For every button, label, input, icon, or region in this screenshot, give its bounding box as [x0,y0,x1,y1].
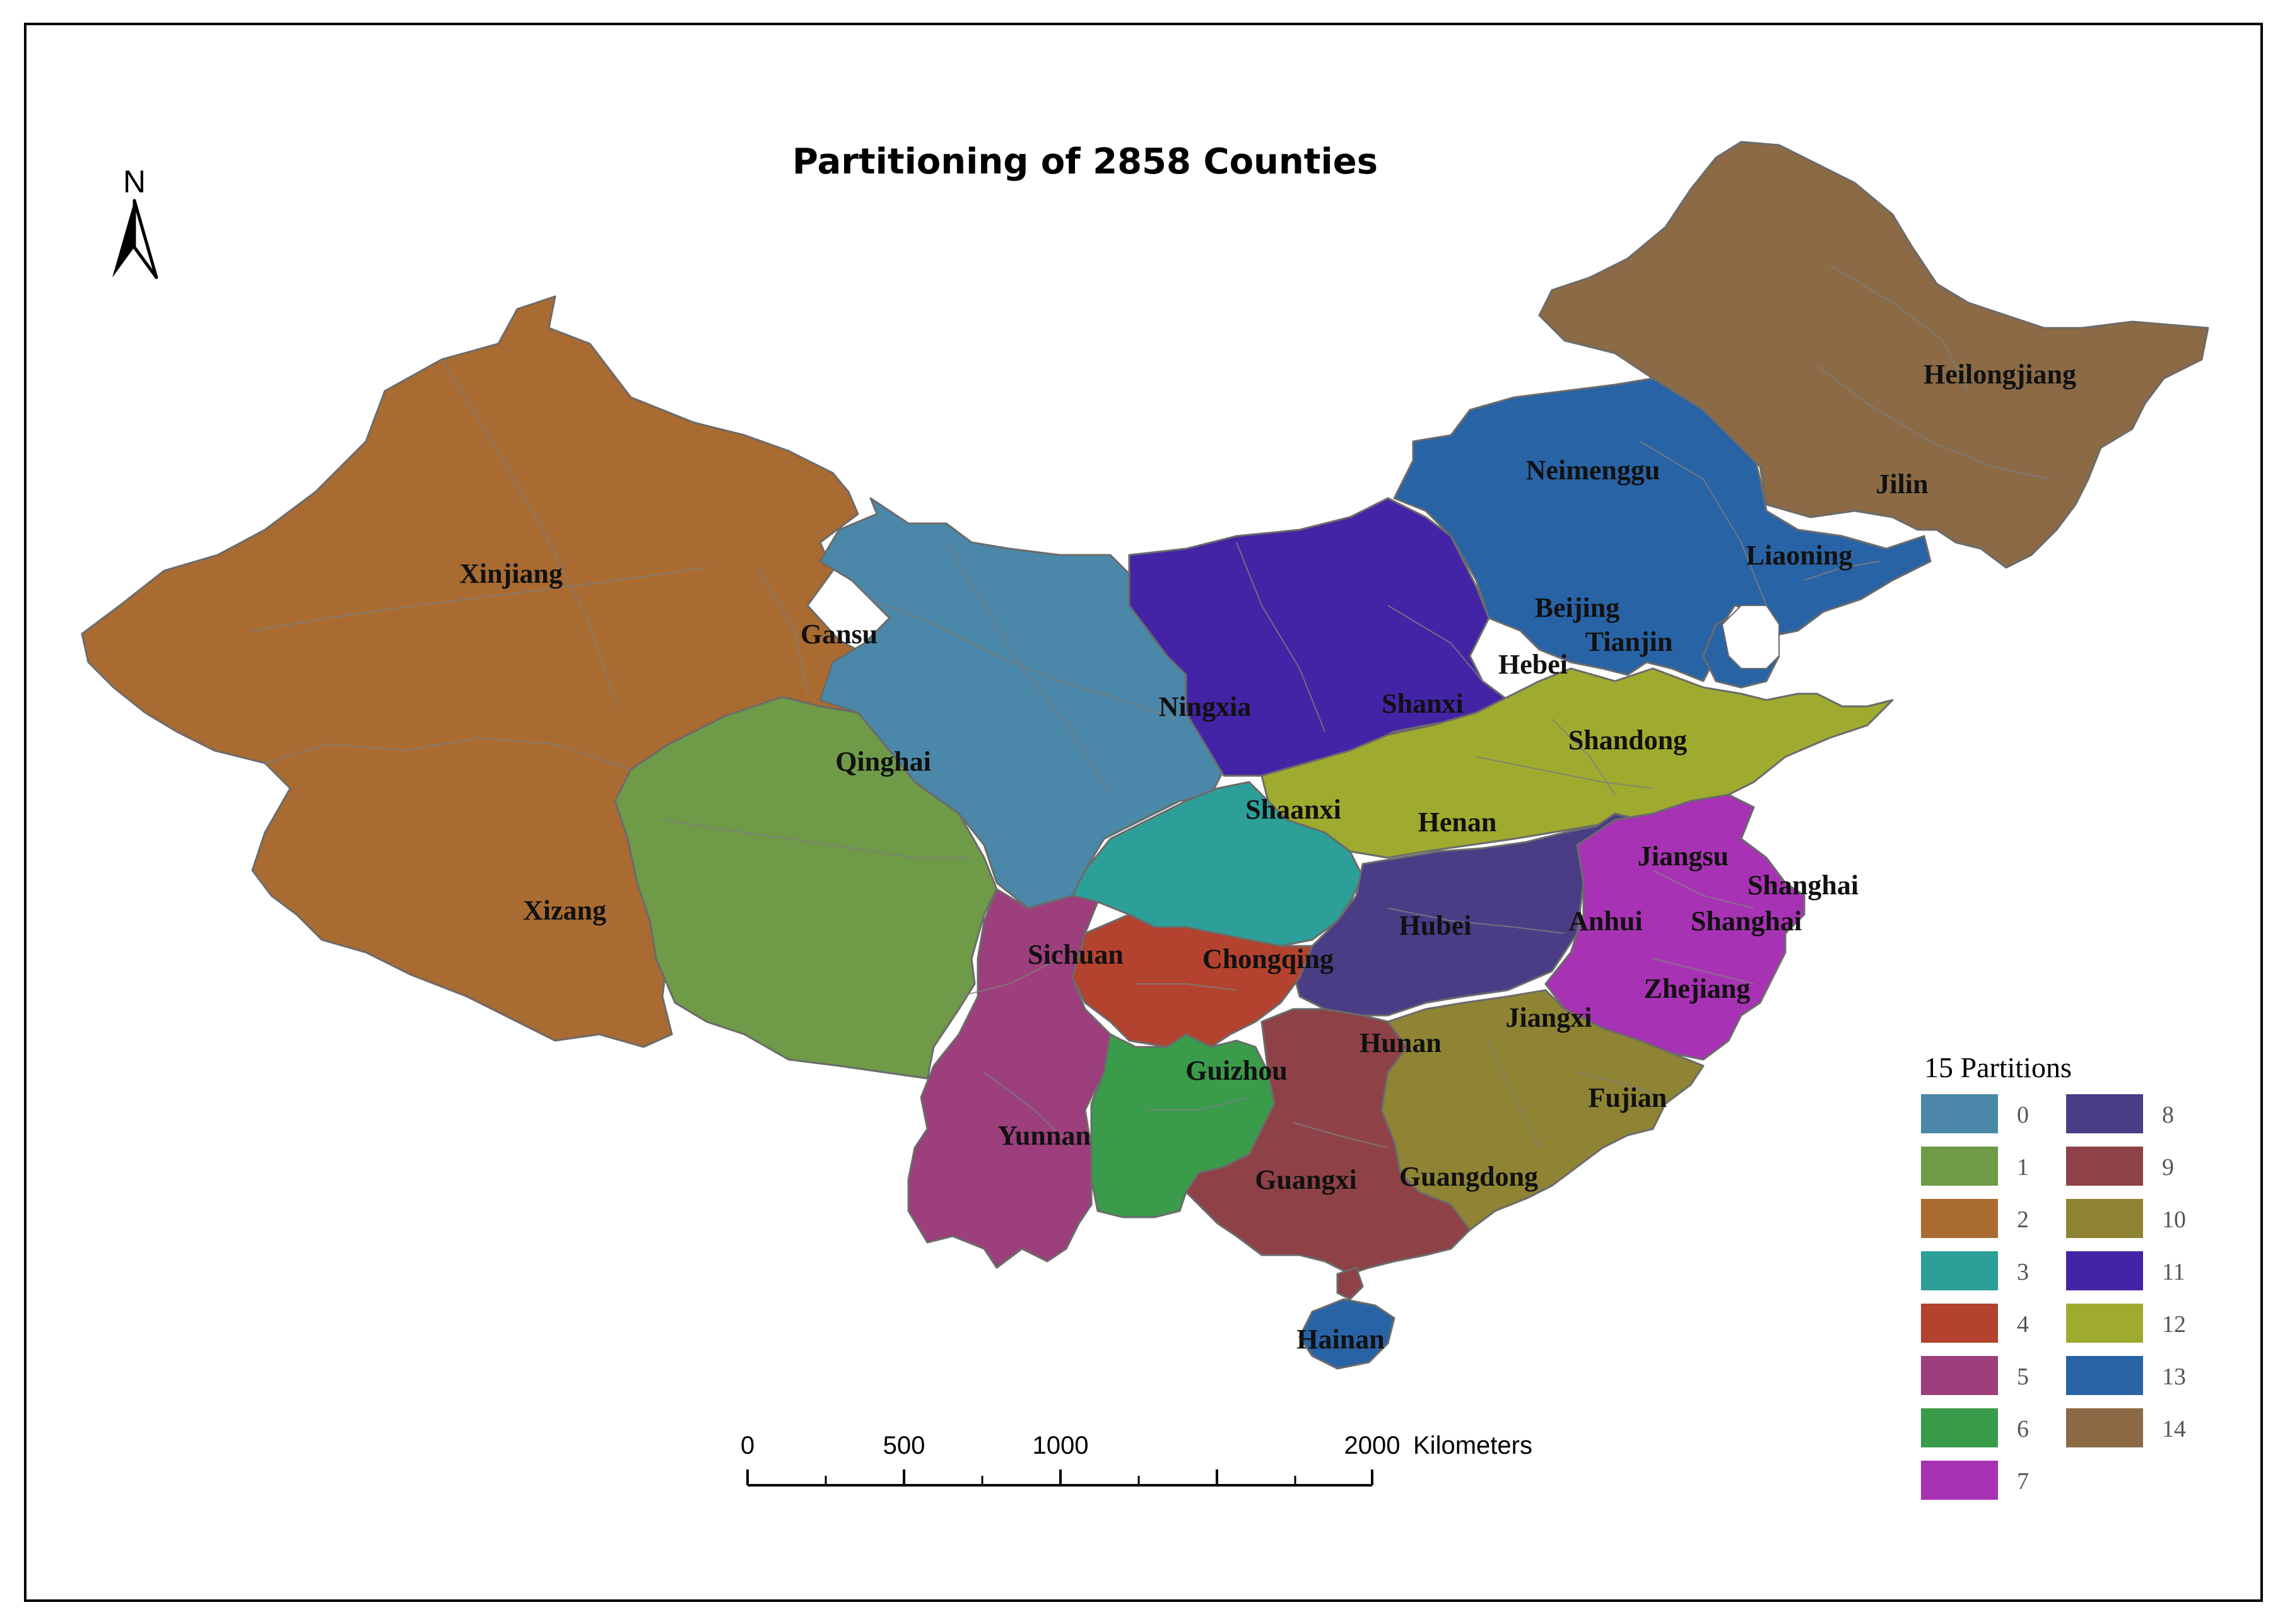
legend-label-12: 12 [2162,1311,2186,1338]
legend-swatch-4 [1921,1304,1998,1343]
label-zhejiang: Zhejiang [1644,973,1751,1004]
legend-swatch-13 [2066,1356,2143,1395]
label-shaanxi: Shaanxi [1245,794,1341,825]
label-xizang: Xizang [523,895,606,926]
label-guangxi: Guangxi [1255,1164,1356,1195]
legend-swatch-2 [1921,1199,1998,1238]
legend-swatch-8 [2066,1094,2143,1133]
region-partition-1 [614,696,998,1080]
label-shanghai-2: Shanghai [1691,906,1802,937]
legend-swatch-3 [1921,1251,1998,1290]
north-arrow-label: N [123,164,146,199]
province-boundaries [252,264,2051,1148]
region-partition-13-hainan [1298,1298,1395,1370]
label-guizhou: Guizhou [1185,1055,1287,1086]
legend-swatch-0 [1921,1094,1998,1133]
bohai-sea [1721,605,1780,669]
region-partition-14 [1538,141,2209,569]
legend-swatch-10 [2066,1199,2143,1238]
partition-regions [81,141,2209,1370]
legend-swatch-12 [2066,1304,2143,1343]
scale-unit: Kilometers [1413,1432,1532,1459]
province-labels: Xinjiang Xizang Qinghai Gansu Sichuan Yu… [459,359,2076,1355]
label-tianjin: Tianjin [1585,626,1673,657]
legend-label-7: 7 [2017,1468,2029,1495]
legend-swatch-1 [1921,1147,1998,1186]
legend-swatch-5 [1921,1356,1998,1395]
label-yunnan: Yunnan [997,1120,1091,1151]
legend-label-8: 8 [2162,1102,2174,1128]
scale-label-2000: 2000 [1344,1432,1401,1459]
label-guangdong: Guangdong [1399,1161,1538,1192]
legend-label-1: 1 [2017,1154,2029,1181]
legend-label-0: 0 [2017,1102,2029,1128]
region-partition-12 [1260,667,1894,859]
legend-label-2: 2 [2017,1206,2029,1233]
label-sichuan: Sichuan [1028,939,1124,970]
label-fujian: Fujian [1589,1082,1667,1113]
label-hebei: Hebei [1498,649,1568,680]
map-title: Partitioning of 2858 Counties [792,141,1378,182]
region-partition-13 [1393,377,1932,682]
legend-title: 15 Partitions [1924,1051,2072,1084]
label-jilin: Jilin [1876,469,1928,499]
label-qinghai: Qinghai [835,746,931,777]
legend-label-13: 13 [2162,1364,2186,1390]
legend-label-11: 11 [2162,1259,2185,1285]
legend-label-14: 14 [2162,1416,2186,1442]
legend-swatch-7 [1921,1461,1998,1500]
legend-label-10: 10 [2162,1206,2186,1233]
label-anhui: Anhui [1568,906,1642,937]
label-shanghai: Shanghai [1748,870,1859,901]
label-liaoning: Liaoning [1746,540,1853,571]
label-hainan: Hainan [1296,1324,1384,1355]
region-partition-4 [1071,913,1313,1048]
label-ningxia: Ningxia [1159,691,1252,722]
label-neimenggu: Neimenggu [1526,455,1660,486]
scale-label-0: 0 [741,1432,755,1459]
legend-label-9: 9 [2162,1154,2174,1181]
legend-label-6: 6 [2017,1416,2029,1442]
legend-swatch-9 [2066,1147,2143,1186]
scale-bar: 0 500 1000 2000 Kilometers [741,1432,1532,1487]
legend-label-5: 5 [2017,1364,2029,1390]
legend-swatch-6 [1921,1408,1998,1447]
scale-label-1000: 1000 [1033,1432,1089,1459]
label-henan: Henan [1418,807,1497,838]
label-beijing: Beijing [1535,592,1619,623]
label-xinjiang: Xinjiang [459,558,563,589]
label-shandong: Shandong [1568,725,1687,756]
region-partition-5 [907,888,1112,1269]
label-hubei: Hubei [1399,910,1472,941]
label-hunan: Hunan [1360,1027,1442,1058]
label-chongqing: Chongqing [1202,943,1334,974]
label-jiangsu: Jiangsu [1638,841,1729,872]
region-partition-7 [1544,793,1806,1061]
north-arrow-icon: N [112,164,158,279]
legend-label-4: 4 [2017,1311,2029,1338]
label-heilongjiang: Heilongjiang [1924,359,2076,390]
legend-swatch-11 [2066,1251,2143,1290]
scale-label-500: 500 [883,1432,925,1459]
label-gansu: Gansu [801,619,878,650]
legend-label-3: 3 [2017,1259,2029,1285]
label-shanxi: Shanxi [1382,688,1464,719]
legend-swatch-14 [2066,1408,2143,1447]
region-partition-10 [1380,989,1705,1231]
label-jiangxi: Jiangxi [1506,1002,1592,1033]
